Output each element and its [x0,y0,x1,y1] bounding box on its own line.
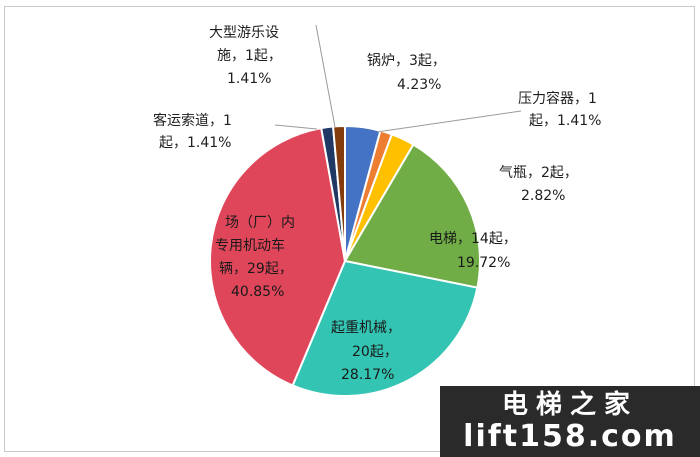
watermark-domain: lift158.com [463,419,677,454]
pie-chart: 大型游乐设 施，1起， 1.41% 锅炉，3起， 4.23% 压力容器，1 起，… [153,24,601,397]
label-amusement-line1: 大型游乐设 [209,25,279,41]
label-ropeway-line2: 起，1.41% [159,135,231,151]
label-elevator: 电梯，14起， 19.72% [429,231,517,271]
pie-slice-crane [291,259,479,397]
watermark-title: 电梯之家 [501,390,638,420]
label-cylinder-line1: 气瓶，2起， [499,165,578,181]
leader-lines [274,24,522,133]
label-crane: 起重机械， 20起， 28.17% [331,320,401,383]
label-elevator-line1: 电梯，14起， [429,231,517,247]
pie-slice-vehicle [209,126,347,387]
label-crane-line1: 起重机械， [331,320,401,336]
label-vehicle-line1: 场（厂）内 [225,215,295,231]
label-vehicle-line4: 40.85% [231,284,284,300]
label-pressure-line2: 起，1.41% [529,113,601,129]
label-amusement: 大型游乐设 施，1起， 1.41% [209,25,282,87]
label-elevator-line2: 19.72% [457,255,510,271]
watermark-logo: 电梯之家 lift158.com [440,386,700,457]
label-boiler-line2: 4.23% [397,77,441,93]
label-vehicle-line3: 辆，29起， [219,261,293,277]
chart-frame: 大型游乐设 施，1起， 1.41% 锅炉，3起， 4.23% 压力容器，1 起，… [4,6,695,452]
label-vehicle: 场（厂）内 专用机动车 辆，29起， 40.85% [215,215,295,300]
label-cylinder-line2: 2.82% [521,188,565,204]
pie-slices [209,124,481,397]
label-vehicle-line2: 专用机动车 [215,237,285,254]
label-boiler: 锅炉，3起， 4.23% [367,53,446,93]
label-amusement-line2: 施，1起， [217,48,282,64]
leader-line-pressure [376,110,522,133]
label-crane-line2: 20起， [352,344,398,360]
label-pressure-vessel: 压力容器，1 起，1.41% [518,90,601,129]
label-crane-line3: 28.17% [341,367,394,383]
label-amusement-line3: 1.41% [227,71,271,87]
label-ropeway: 客运索道，1 起，1.41% [153,112,232,151]
leader-line-ropeway [274,124,318,130]
pie-slice-elevator [343,143,481,289]
pie-slice-amusement [331,124,346,262]
label-cylinder: 气瓶，2起， 2.82% [499,165,578,204]
leader-line-amusement [315,24,336,128]
label-pressure-line1: 压力容器，1 [518,90,597,107]
label-ropeway-line1: 客运索道，1 [153,112,232,129]
label-boiler-line1: 锅炉，3起， [367,53,446,69]
